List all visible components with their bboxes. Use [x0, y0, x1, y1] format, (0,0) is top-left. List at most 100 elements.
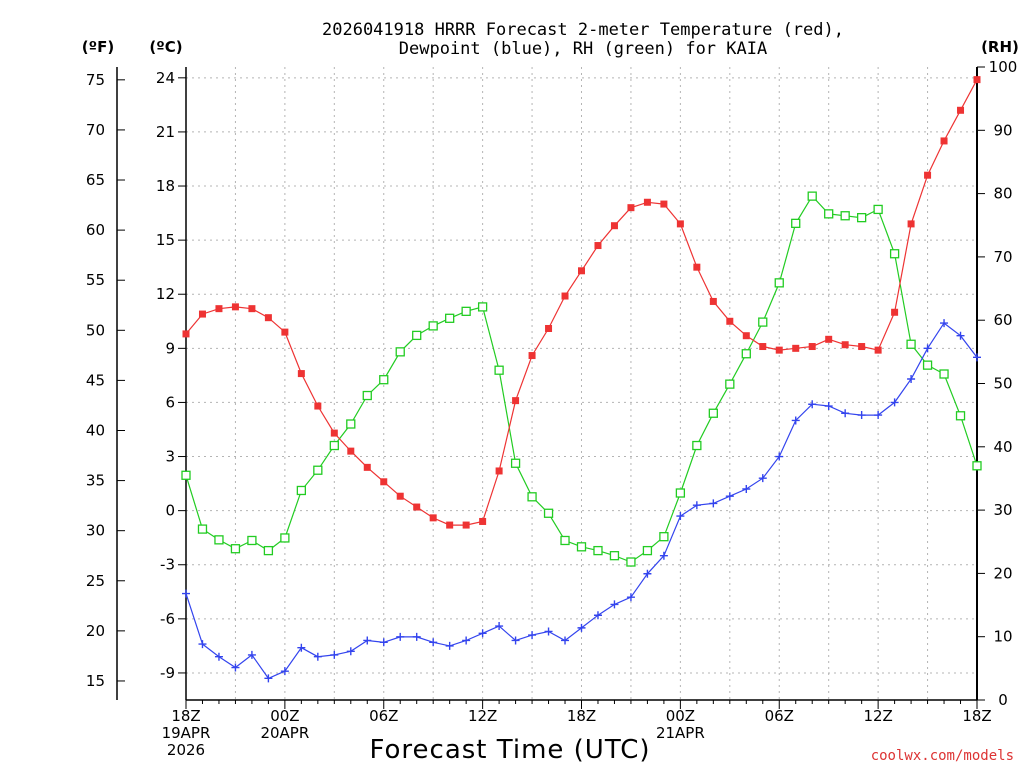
- dewpoint-point: [956, 331, 965, 340]
- rh-point: [856, 213, 867, 223]
- x-axis-label: Forecast Time (UTC): [369, 735, 650, 765]
- celsius-tick-label: 21: [156, 123, 175, 141]
- time-tick-label: 18Z: [567, 707, 596, 725]
- dewpoint-point: [478, 629, 487, 638]
- rh-point: [247, 535, 257, 546]
- rh-point: [972, 461, 982, 471]
- time-tick-label: 00Z: [270, 707, 299, 725]
- fahrenheit-tick-label: 30: [86, 522, 105, 540]
- fahrenheit-tick-label: 45: [86, 371, 105, 389]
- celsius-axis-unit: (ºC): [149, 38, 182, 56]
- rh-point: [642, 545, 653, 556]
- fahrenheit-tick-label: 15: [86, 672, 105, 690]
- time-tick-label: 2026: [167, 741, 205, 759]
- time-tick-label: 20APR: [260, 724, 309, 742]
- dewpoint-point: [676, 512, 685, 521]
- temperature-point: [215, 305, 223, 313]
- dewpoint-point: [313, 652, 322, 661]
- temperature-point: [726, 317, 734, 325]
- celsius-tick-label: -9: [160, 664, 175, 682]
- temperature-point: [578, 267, 585, 275]
- rh-point: [824, 209, 834, 219]
- temperature-point: [808, 343, 816, 351]
- rh-point: [510, 458, 521, 468]
- dewpoint-point: [791, 416, 800, 425]
- rh-point: [692, 440, 702, 451]
- dewpoint-point: [396, 632, 405, 641]
- rh-point: [461, 306, 471, 316]
- dewpoint-point: [808, 400, 817, 409]
- rh-point: [263, 545, 274, 556]
- rh-tick-label: 0: [998, 691, 1008, 709]
- temperature-point: [528, 352, 536, 360]
- rh-point: [922, 360, 933, 370]
- time-tick-label: 06Z: [369, 707, 398, 725]
- rh-point: [955, 411, 966, 421]
- dewpoint-series: [182, 319, 981, 683]
- temperature-point: [429, 514, 437, 522]
- rh-point: [774, 278, 784, 288]
- temperature-point: [462, 521, 470, 529]
- time-tick-label: 21APR: [656, 724, 705, 742]
- dewpoint-point: [643, 569, 652, 578]
- time-tick-label: 00Z: [666, 707, 695, 725]
- temperature-point: [248, 305, 256, 313]
- rh-point: [181, 470, 191, 480]
- temperature-point: [940, 137, 948, 145]
- rh-point: [477, 302, 488, 312]
- rh-point: [543, 508, 554, 518]
- temperature-point: [281, 328, 289, 336]
- rh-point: [395, 347, 405, 357]
- rh-point: [593, 545, 603, 556]
- fahrenheit-axis-unit: (ºF): [82, 38, 114, 56]
- dewpoint-point: [907, 374, 916, 383]
- rh-point: [230, 544, 241, 554]
- dewpoint-point: [561, 636, 570, 645]
- dewpoint-point: [412, 632, 421, 641]
- dewpoint-point: [511, 636, 520, 645]
- dewpoint-point: [725, 492, 734, 501]
- temperature-point: [643, 198, 651, 206]
- time-tick-label: 12Z: [468, 707, 497, 725]
- celsius-tick-label: -6: [160, 610, 175, 628]
- time-tick-label: 18Z: [171, 707, 200, 725]
- dewpoint-point: [363, 636, 372, 645]
- rh-tick-label: 50: [993, 375, 1012, 393]
- rh-tick-label: 70: [993, 248, 1012, 266]
- temperature-point: [874, 346, 882, 354]
- rh-point: [197, 524, 208, 534]
- dewpoint-point: [247, 650, 256, 659]
- temperature-point: [545, 324, 553, 332]
- temperature-point: [479, 517, 487, 525]
- rh-point: [560, 535, 570, 546]
- temperature-point: [693, 263, 701, 271]
- temperature-point: [182, 330, 190, 338]
- temperature-point: [858, 343, 866, 351]
- temperature-point: [841, 341, 849, 349]
- time-tick-label: 19APR: [162, 724, 211, 742]
- celsius-tick-label: 24: [156, 69, 175, 87]
- axes: [116, 66, 985, 709]
- rh-tick-label: 60: [993, 311, 1012, 329]
- dewpoint-point: [544, 627, 553, 636]
- dewpoint-point: [297, 643, 306, 652]
- chart-title-line1: 2026041918 HRRR Forecast 2-meter Tempera…: [322, 20, 844, 40]
- fahrenheit-tick-label: 25: [86, 572, 105, 590]
- temperature-point: [297, 370, 305, 378]
- dewpoint-point: [890, 398, 899, 407]
- temperature-point: [561, 292, 569, 300]
- temperature-point: [380, 478, 388, 486]
- fahrenheit-tick-label: 50: [86, 321, 105, 339]
- time-tick-label: 06Z: [765, 707, 794, 725]
- temperature-point: [759, 343, 767, 351]
- temperature-point: [907, 220, 915, 228]
- time-tick-label: 12Z: [863, 707, 892, 725]
- temperature-series: [182, 76, 981, 529]
- rh-point: [576, 542, 587, 552]
- rh-point: [659, 532, 669, 542]
- rh-point: [708, 408, 718, 418]
- dewpoint-point: [857, 411, 866, 420]
- rh-point: [675, 488, 686, 498]
- dewpoint-point: [445, 641, 454, 650]
- rh-tick-label: 80: [993, 185, 1012, 203]
